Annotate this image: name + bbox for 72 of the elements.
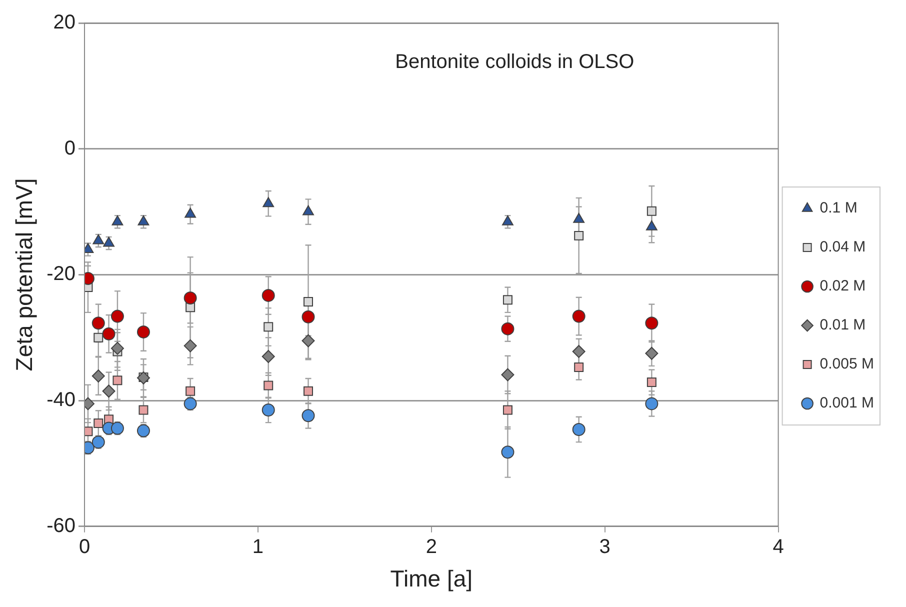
point xyxy=(302,310,315,324)
x-tick-label: 2 xyxy=(426,536,437,558)
point xyxy=(645,316,658,330)
point xyxy=(572,310,586,323)
point xyxy=(645,397,658,410)
point xyxy=(302,205,314,216)
y-tick-label: -60 xyxy=(46,514,76,537)
point xyxy=(92,234,104,244)
point xyxy=(94,418,104,428)
point xyxy=(184,208,196,218)
point xyxy=(110,342,124,355)
point xyxy=(302,409,315,422)
point xyxy=(646,378,656,388)
x-tick-label: 0 xyxy=(78,536,90,558)
point xyxy=(103,236,114,247)
point xyxy=(646,206,656,216)
point xyxy=(92,370,105,383)
point xyxy=(574,230,584,240)
legend-label: 0.1 M xyxy=(820,200,858,217)
point xyxy=(138,405,148,415)
point xyxy=(574,362,584,372)
point xyxy=(102,327,116,340)
point xyxy=(184,291,197,304)
point xyxy=(262,288,275,302)
point xyxy=(262,403,275,416)
legend-label: 0.04 M xyxy=(820,238,866,256)
point xyxy=(502,215,514,226)
point xyxy=(136,325,150,338)
point xyxy=(501,446,514,459)
point xyxy=(302,334,315,348)
legend-label: 0.01 M xyxy=(820,316,866,334)
point xyxy=(646,220,658,230)
point xyxy=(186,386,196,396)
y-axis-title: Zeta potential [mV] xyxy=(11,178,38,372)
point xyxy=(110,422,124,435)
point xyxy=(138,215,150,226)
point xyxy=(112,376,122,386)
point xyxy=(572,344,586,358)
point xyxy=(572,422,586,436)
point xyxy=(501,368,514,382)
x-tick-label: 3 xyxy=(599,536,610,558)
point xyxy=(262,350,275,364)
y-tick-label: -40 xyxy=(46,389,76,412)
point xyxy=(502,405,512,415)
x-axis-title: Time [a] xyxy=(390,566,473,592)
point xyxy=(264,380,274,390)
point xyxy=(501,322,514,336)
y-tick-label: 0 xyxy=(64,137,76,160)
x-tick-label: 1 xyxy=(252,536,264,558)
point xyxy=(645,346,658,360)
y-tick-label: 20 xyxy=(53,12,76,34)
point xyxy=(304,386,313,396)
x-tick-label: 4 xyxy=(772,536,784,558)
point xyxy=(136,424,150,438)
point xyxy=(102,384,116,398)
point xyxy=(94,332,104,342)
point xyxy=(304,297,313,306)
point xyxy=(264,322,274,332)
point xyxy=(84,426,93,436)
point xyxy=(112,215,124,226)
legend-label: 0.001 M xyxy=(820,394,874,412)
legend-label: 0.005 M xyxy=(820,356,874,373)
point xyxy=(92,316,105,330)
point xyxy=(184,397,197,410)
point xyxy=(573,212,585,223)
point xyxy=(262,197,274,208)
annotation: Bentonite colloids in OLSO xyxy=(395,51,634,73)
legend-label: 0.02 M xyxy=(820,278,866,295)
point xyxy=(110,310,124,323)
point xyxy=(502,295,512,305)
point xyxy=(184,339,197,352)
y-tick-label: -20 xyxy=(46,263,76,286)
